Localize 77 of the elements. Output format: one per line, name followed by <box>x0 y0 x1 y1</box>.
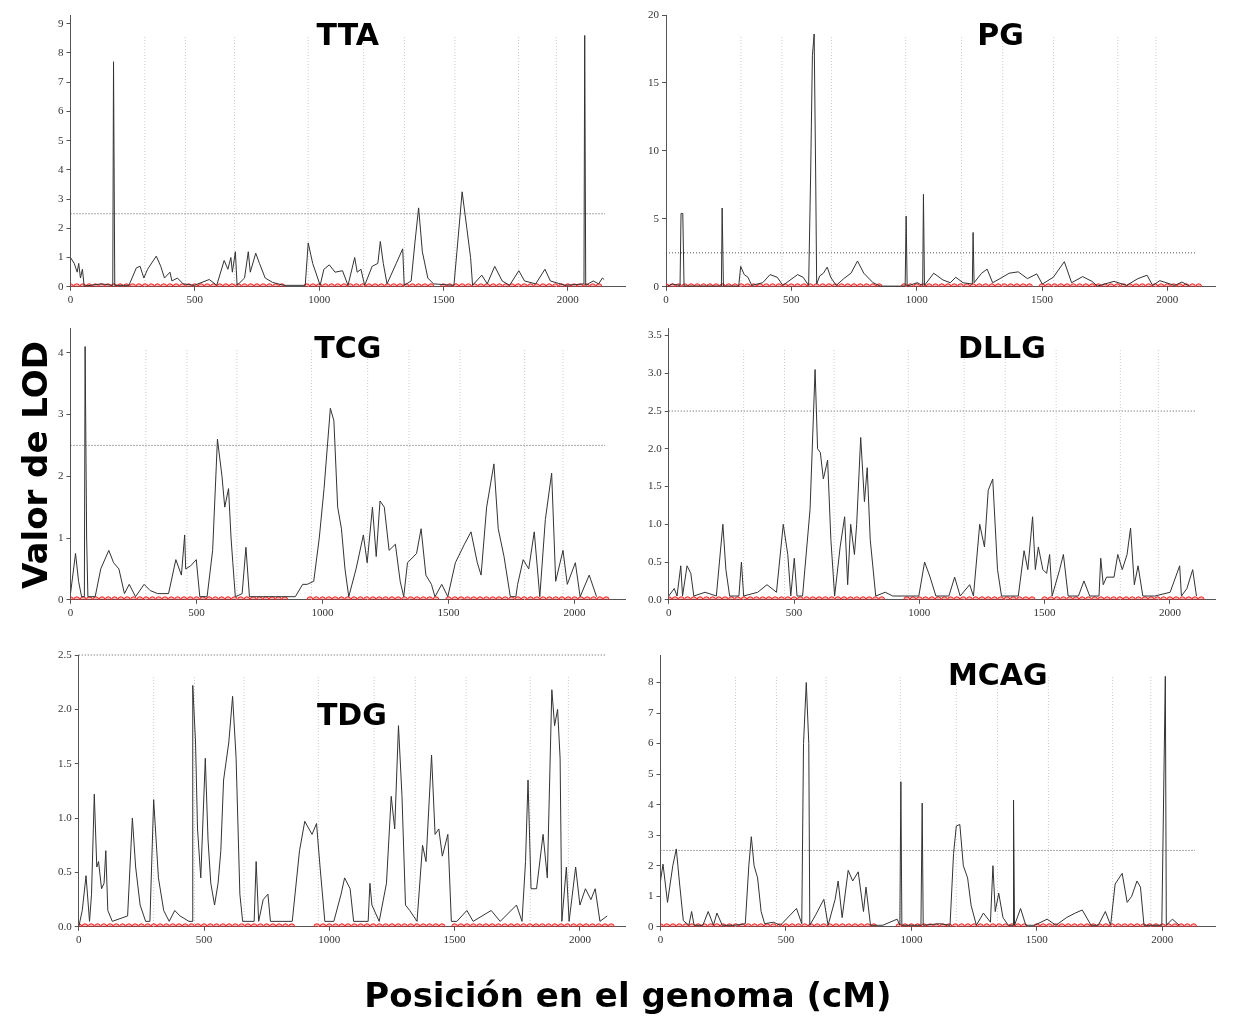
x-tick-label: 500 <box>785 606 803 619</box>
x-tick-label: 1000 <box>318 933 341 946</box>
x-tick-label: 500 <box>783 293 801 306</box>
y-tick-label: 15 <box>648 75 660 88</box>
y-tick-label: 7 <box>648 705 654 718</box>
y-tick-label: 1 <box>648 889 654 902</box>
y-tick-label: 6 <box>648 736 654 749</box>
y-tick-label: 3 <box>58 192 64 205</box>
y-tick-label: 9 <box>58 16 64 29</box>
y-tick-label: 2 <box>648 858 654 871</box>
x-tick-label: 500 <box>195 933 213 946</box>
y-tick-label: 3 <box>648 828 654 841</box>
x-tick-label: 2000 <box>1151 933 1174 946</box>
y-tick-label: 4 <box>58 345 64 358</box>
y-tick-label: 2.5 <box>58 647 73 660</box>
x-tick-label: 2000 <box>568 933 592 946</box>
y-tick-label: 3.0 <box>648 366 663 379</box>
x-tick-label: 1500 <box>432 293 455 306</box>
x-tick-label: 0 <box>666 606 672 619</box>
y-tick-label: 1.0 <box>648 517 663 530</box>
x-tick-label: 1000 <box>905 293 929 306</box>
x-tick-label: 1500 <box>1033 606 1057 619</box>
y-tick-label: 7 <box>58 75 64 88</box>
y-tick-label: 3 <box>58 407 64 420</box>
x-tick-label: 2000 <box>563 606 587 619</box>
y-tick-label: 0 <box>58 279 64 292</box>
x-tick-label: 500 <box>186 293 204 306</box>
chart-title: MCAG <box>947 657 1048 692</box>
y-tick-label: 10 <box>648 143 660 156</box>
y-tick-label: 4 <box>648 797 654 810</box>
y-tick-label: 0.5 <box>648 554 663 567</box>
x-tick-label: 1000 <box>900 933 923 946</box>
chart-title: TCG <box>314 330 382 365</box>
y-tick-label: 8 <box>648 675 654 688</box>
y-tick-label: 5 <box>648 766 654 779</box>
y-tick-label: 2 <box>58 469 64 482</box>
y-tick-label: 0 <box>58 592 64 605</box>
y-tick-label: 5 <box>653 211 660 224</box>
y-tick-label: 2.5 <box>648 403 663 416</box>
x-tick-label: 500 <box>188 606 206 619</box>
y-tick-label: 0.5 <box>58 865 73 878</box>
y-tick-label: 4 <box>58 162 64 175</box>
y-tick-label: 1.5 <box>58 756 73 769</box>
y-tick-label: 1.0 <box>58 810 73 823</box>
chart-title: PG <box>977 17 1024 52</box>
y-tick-label: 2 <box>58 221 64 234</box>
y-tick-label: 0.0 <box>648 592 663 605</box>
x-tick-label: 1500 <box>1031 293 1054 306</box>
x-tick-label: 2000 <box>1156 293 1179 306</box>
x-tick-label: 2000 <box>556 293 580 306</box>
y-tick-label: 2.0 <box>648 441 663 454</box>
x-tick-label: 1500 <box>443 933 467 946</box>
y-axis-title: Valor de LOD <box>15 340 55 591</box>
x-tick-label: 1500 <box>437 606 461 619</box>
x-tick-label: 1000 <box>308 293 331 306</box>
y-tick-label: 1 <box>58 250 64 263</box>
x-axis-title: Posición en el genoma (cM) <box>363 975 893 1015</box>
y-tick-label: 0 <box>653 279 660 292</box>
x-tick-label: 0 <box>76 933 82 946</box>
y-tick-label: 1.5 <box>648 479 663 492</box>
y-tick-label: 0 <box>648 919 654 932</box>
y-tick-label: 8 <box>58 45 64 58</box>
y-tick-label: 6 <box>58 104 64 117</box>
y-tick-label: 0.0 <box>58 919 73 932</box>
x-tick-label: 2000 <box>1158 606 1182 619</box>
chart-title: DLLG <box>957 330 1046 365</box>
y-tick-label: 5 <box>58 133 64 146</box>
y-tick-label: 2.0 <box>58 702 73 715</box>
x-tick-label: 500 <box>777 933 795 946</box>
x-tick-label: 1000 <box>908 606 931 619</box>
y-tick-label: 20 <box>648 7 660 20</box>
y-tick-label: 1 <box>58 530 64 543</box>
y-tick-label: 3.5 <box>648 328 663 341</box>
chart-title: TTA <box>316 17 380 52</box>
text: TDG <box>316 697 387 732</box>
x-tick-label: 1500 <box>1025 933 1049 946</box>
x-tick-label: 1000 <box>311 606 335 619</box>
